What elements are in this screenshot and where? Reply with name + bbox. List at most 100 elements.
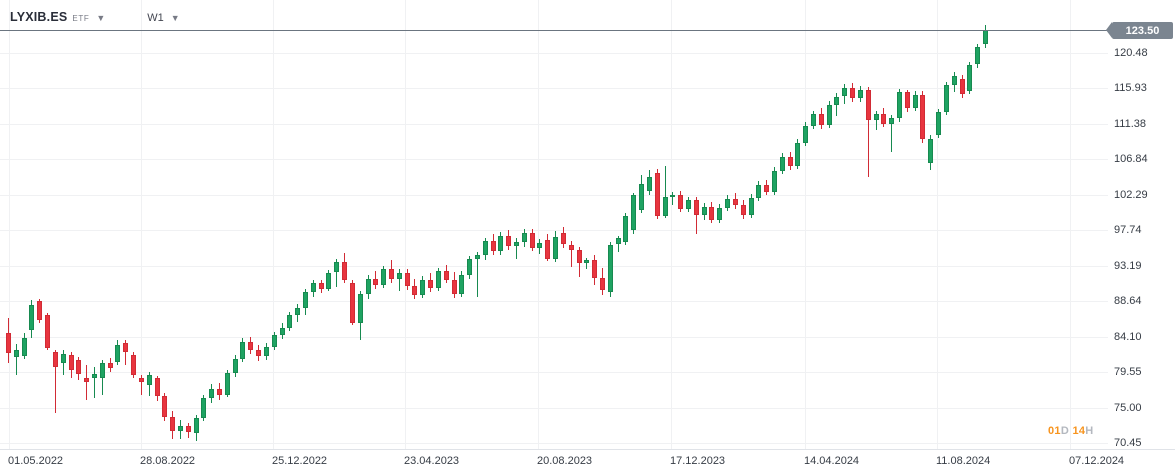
date-axis-label: 11.08.2024: [936, 455, 991, 467]
candle-up: [194, 418, 199, 434]
candle-wick: [477, 251, 478, 297]
candle-down: [108, 362, 113, 369]
candle-up: [240, 341, 245, 359]
candle-up: [522, 232, 527, 243]
price-gridline: [0, 123, 1108, 125]
candle-up: [381, 268, 386, 286]
candle-down: [850, 87, 855, 98]
candle-up: [467, 259, 472, 275]
timeframe-dropdown-chevron-down-icon[interactable]: ▼: [170, 13, 180, 23]
date-gridline: [805, 0, 806, 449]
candle-down: [76, 359, 81, 374]
candle-up: [749, 197, 754, 215]
candle-down: [709, 207, 714, 220]
price-gridline: [0, 230, 1108, 232]
candle-wick: [876, 111, 877, 130]
date-axis-label: 23.04.2023: [404, 455, 460, 467]
candle-up: [334, 261, 339, 273]
timeframe-selector[interactable]: W1: [147, 12, 164, 24]
candle-up: [967, 65, 972, 91]
candle-down: [256, 349, 261, 356]
candle-down: [592, 260, 597, 278]
candle-down: [412, 285, 417, 296]
instrument-type-label: ETF: [72, 14, 90, 23]
candle-down: [6, 332, 11, 353]
candle-down: [577, 250, 582, 264]
candle-up: [29, 305, 34, 331]
candle-down: [131, 355, 136, 375]
candle-up: [483, 241, 488, 256]
candle-up: [702, 207, 707, 215]
candle-up: [623, 215, 628, 243]
candle-up: [811, 114, 816, 127]
candle-up: [889, 118, 894, 124]
candle-wick: [399, 268, 400, 292]
candle-down: [444, 271, 449, 280]
current-price-value: 123.50: [1125, 24, 1160, 37]
candle-wick: [868, 87, 869, 177]
candle-wick: [571, 241, 572, 268]
countdown-hours-unit: H: [1085, 425, 1094, 437]
candle-down: [530, 232, 535, 248]
candle-up: [303, 292, 308, 308]
candle-wick: [86, 365, 87, 400]
candle-up: [842, 87, 847, 97]
date-gridline: [405, 0, 406, 449]
countdown-days-value: 01: [1048, 425, 1061, 437]
candle-down: [84, 377, 89, 382]
candle-down: [678, 195, 683, 209]
symbol-dropdown-chevron-down-icon[interactable]: ▼: [96, 13, 106, 23]
time-axis[interactable]: 01.05.2022 28.08.2022 25.12.2022 23.04.2023…: [0, 449, 1175, 476]
candle-up: [178, 426, 183, 431]
date-axis-label: 20.08.2023: [537, 455, 593, 467]
chart-plot-area[interactable]: [0, 0, 1108, 449]
date-axis-label: 14.04.2024: [804, 455, 860, 467]
countdown-hours-value: 14: [1072, 425, 1086, 437]
candle-up: [459, 274, 464, 294]
price-gridline: [0, 159, 1108, 161]
candle-up: [803, 126, 808, 144]
candle-up: [983, 29, 988, 45]
price-axis-label: 70.45: [1114, 436, 1142, 449]
price-axis-label: 120.48: [1114, 47, 1148, 59]
date-axis-label: 07.12.2024: [1069, 455, 1125, 467]
candle-up: [858, 90, 863, 98]
candle-down: [342, 261, 347, 281]
candle-up: [358, 294, 363, 324]
candle-wick: [125, 339, 126, 366]
candle-wick: [672, 192, 673, 206]
candle-down: [45, 314, 50, 349]
price-gridline: [0, 301, 1108, 303]
candle-down: [764, 184, 769, 192]
candle-down: [37, 300, 42, 321]
candle-up: [201, 398, 206, 419]
candle-up: [952, 76, 957, 85]
candle-down: [881, 114, 886, 124]
candle-up: [287, 314, 292, 328]
candle-up: [928, 139, 933, 163]
candle-up: [834, 96, 839, 106]
candle-up: [147, 374, 152, 385]
candle-down: [53, 352, 58, 367]
candle-down: [405, 272, 410, 286]
date-axis-label: 28.08.2022: [140, 455, 196, 467]
candle-up: [874, 114, 879, 120]
candle-up: [366, 278, 371, 295]
price-axis-label: 88.64: [1114, 295, 1142, 308]
price-axis-label: 97.74: [1114, 224, 1142, 237]
candle-down: [350, 282, 355, 324]
candle-up: [514, 242, 519, 247]
candle-down: [506, 235, 511, 246]
price-axis[interactable]: 123.50 120.48 115.93 111.38 106.84 102.29 97.…: [1106, 0, 1175, 449]
candle-up: [670, 195, 675, 198]
symbol-name[interactable]: LYXIB.ES: [10, 10, 68, 24]
candle-down: [69, 355, 74, 370]
candle-up: [616, 238, 621, 245]
candle-down: [694, 200, 699, 215]
candle-down: [905, 91, 910, 109]
date-axis-label: 17.12.2023: [670, 455, 726, 467]
price-gridline: [0, 442, 1108, 444]
price-gridline: [0, 194, 1108, 196]
candle-up: [498, 235, 503, 252]
